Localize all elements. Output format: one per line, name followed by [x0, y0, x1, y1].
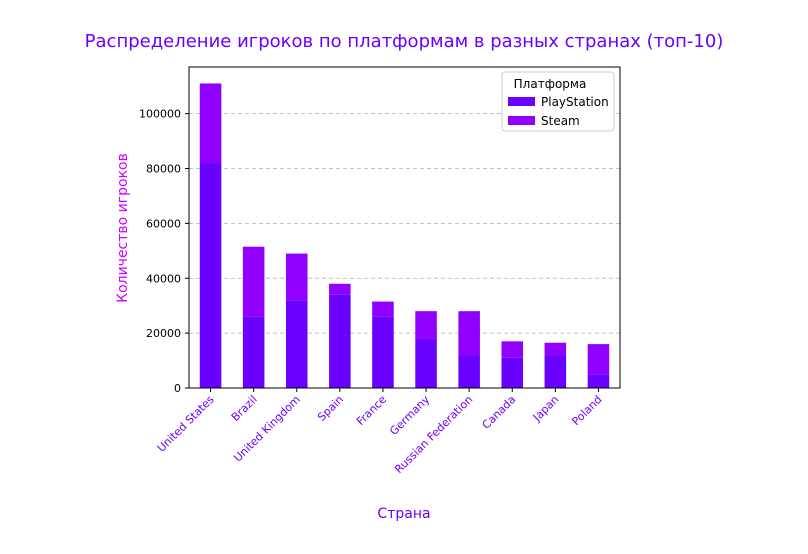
bar-steam-united-kingdom: [285, 253, 308, 301]
bar-steam-germany: [415, 311, 437, 339]
bar-playstation-japan: [544, 355, 567, 388]
bar-playstation-france: [372, 316, 394, 388]
legend-label-steam: Steam: [541, 114, 580, 128]
x-tick-label: Germany: [387, 393, 432, 438]
bar-playstation-canada: [501, 357, 524, 388]
bar-steam-japan: [544, 342, 567, 356]
bar-playstation-brazil: [242, 316, 265, 388]
x-tick-label: Japan: [530, 393, 562, 425]
y-tick-label: 80000: [146, 163, 181, 176]
x-axis-label: Страна: [377, 506, 430, 522]
chart-title: Распределение игроков по платформам в ра…: [85, 31, 724, 52]
y-tick-label: 20000: [146, 327, 181, 340]
bar-playstation-spain: [329, 294, 351, 388]
y-tick-label: 100000: [139, 108, 181, 121]
x-tick-label: United States: [155, 393, 217, 455]
bar-steam-brazil: [242, 246, 265, 317]
y-tick-label: 40000: [146, 272, 181, 285]
legend-swatch-playstation: [508, 97, 535, 106]
x-tick-label: Poland: [569, 393, 604, 428]
bar-steam-spain: [329, 283, 351, 295]
x-tick-label: Spain: [315, 393, 346, 424]
legend-swatch-steam: [508, 116, 535, 125]
legend: Платформа PlayStation Steam: [501, 71, 615, 132]
bar-playstation-poland: [587, 374, 610, 388]
y-tick-label: 0: [174, 382, 181, 395]
legend-label-playstation: PlayStation: [541, 95, 609, 109]
x-tick-label: Brazil: [229, 393, 260, 424]
x-tick-label: France: [354, 393, 389, 428]
bar-playstation-united-kingdom: [285, 300, 308, 388]
bar-steam-united-states: [199, 83, 222, 164]
bar-playstation-united-states: [199, 163, 222, 388]
x-tick-label: Russian Federation: [392, 393, 475, 476]
y-axis-label: Количество игроков: [115, 153, 131, 303]
bars: [199, 83, 610, 388]
bar-steam-russian-federation: [458, 311, 480, 356]
y-axis: 0 20000 40000 60000 80000 100000: [139, 108, 189, 395]
y-tick-label: 60000: [146, 217, 181, 230]
bar-steam-poland: [587, 344, 610, 375]
x-tick-label: Canada: [480, 393, 519, 432]
bar-playstation-russian-federation: [458, 355, 480, 388]
bar-steam-canada: [501, 341, 524, 358]
bar-steam-france: [372, 301, 394, 317]
plot-frame: [188, 66, 621, 389]
bar-playstation-germany: [415, 338, 437, 388]
legend-title: Платформа: [514, 77, 587, 91]
